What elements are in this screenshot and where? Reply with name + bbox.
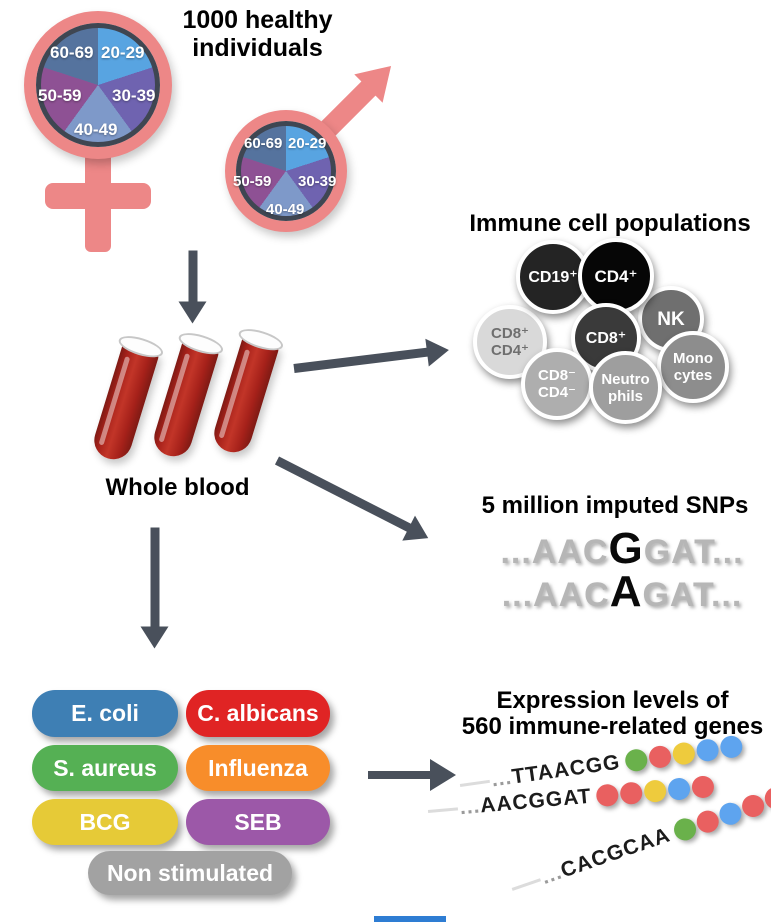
stimulus-calbicans: C. albicans	[186, 690, 330, 737]
snp-sequence-2: ...AACAGAT...	[452, 567, 771, 617]
stimulus-label: SEB	[234, 808, 282, 835]
male-pie-label-60-69: 60-69	[244, 135, 283, 152]
stimulus-label: BCG	[79, 808, 131, 835]
bottom-scrollbar-thumb[interactable]	[374, 916, 446, 922]
cell-circle-cd8neg-cd4neg: CD8⁻ CD4⁻	[521, 348, 593, 420]
stimulus-label: S. aureus	[53, 754, 157, 781]
male-symbol-ring	[225, 110, 347, 232]
immune-cells-heading: Immune cell populations	[469, 210, 751, 237]
male-pie-label-40-49: 40-49	[266, 201, 305, 218]
expression-dot	[623, 747, 649, 773]
expression-dot	[647, 744, 673, 770]
cell-circle-monocytes: Mono cytes	[657, 331, 729, 403]
expression-dot	[671, 741, 697, 767]
cell-label: CD8⁻ CD4⁻	[538, 367, 576, 401]
snp-seq1-prefix: ...AAC	[500, 533, 609, 571]
female-pie-label-30-39: 30-39	[112, 86, 156, 105]
female-symbol-crossbar	[45, 183, 151, 209]
expression-dot	[693, 807, 722, 836]
strand-line	[459, 779, 490, 787]
female-pie-label-50-59: 50-59	[38, 86, 82, 105]
arrow-blood-to-stimuli	[141, 527, 169, 649]
expression-dot	[643, 779, 668, 804]
stimulus-nonstimulated: Non stimulated	[88, 851, 292, 895]
cell-label: CD19⁺	[528, 268, 578, 286]
stimulus-seb: SEB	[186, 799, 330, 845]
cell-label: CD8⁺	[585, 329, 627, 347]
snp-sequence-1: ...AACGGAT...	[452, 524, 771, 574]
cell-label: CD4⁺	[594, 266, 638, 286]
figure-title-line1: 1000 healthy	[182, 6, 333, 34]
strand-prefix: ...	[458, 794, 482, 820]
whole-blood-label: Whole blood	[105, 474, 250, 501]
cell-circle-neutrophils: Neutro phils	[589, 351, 662, 424]
arrow-individuals-to-blood	[179, 250, 207, 324]
male-age-pie	[236, 121, 336, 221]
arrow-blood-to-snps	[274, 456, 435, 551]
stimulus-label: Non stimulated	[106, 859, 274, 886]
arrow-stimuli-to-expression	[368, 758, 456, 791]
strand-line	[427, 806, 459, 813]
expression-dot	[716, 799, 745, 828]
cell-label: NK	[657, 308, 685, 330]
cell-label: Neutro phils	[601, 370, 650, 405]
snp-seq2-variant: A	[609, 567, 643, 616]
expression-dot	[670, 815, 699, 844]
stimulus-label: C. albicans	[197, 700, 319, 726]
female-pie-label-40-49: 40-49	[74, 120, 118, 139]
expression-dot	[694, 737, 720, 763]
female-symbol-ring	[24, 11, 172, 159]
arrow-blood-to-cells	[293, 335, 451, 373]
figure-title-line2: individuals	[192, 34, 323, 62]
female-pie-label-20-29: 20-29	[101, 43, 145, 62]
cell-circle-cd4: CD4⁺	[578, 238, 654, 314]
expression-dot	[619, 781, 644, 806]
stimulus-bcg: BCG	[32, 799, 178, 845]
male-pie-label-50-59: 50-59	[233, 173, 272, 190]
expression-dot	[718, 734, 744, 760]
stimulus-saureus: S. aureus	[32, 745, 178, 791]
male-symbol-arrow	[318, 51, 406, 139]
male-pie-label-30-39: 30-39	[298, 173, 337, 190]
expression-dot	[595, 783, 620, 808]
expression-heading-line1: Expression levels of	[496, 687, 729, 714]
stimulus-label: E. coli	[71, 700, 139, 726]
stimulus-influenza: Influenza	[186, 745, 330, 791]
snp-seq2-suffix: GAT...	[642, 576, 743, 614]
cell-label: Mono cytes	[673, 350, 713, 384]
stimulus-ecoli: E. coli	[32, 690, 178, 737]
expression-dot	[667, 777, 692, 801]
cell-label: CD8⁺ CD4⁺	[491, 325, 529, 359]
snp-seq2-prefix: ...AAC	[501, 576, 610, 614]
female-pie-label-60-69: 60-69	[50, 43, 94, 62]
male-pie-label-20-29: 20-29	[288, 135, 327, 152]
female-age-pie	[36, 23, 160, 147]
strand-line	[511, 877, 541, 891]
expression-heading-line2: 560 immune-related genes	[461, 713, 764, 740]
snp-seq1-variant: G	[608, 524, 644, 573]
stimulus-label: Influenza	[208, 754, 308, 781]
expression-dot	[691, 775, 715, 799]
expression-dot	[738, 792, 767, 821]
strand-sequence: CACGCAA	[557, 823, 674, 883]
snp-seq1-suffix: GAT...	[643, 533, 744, 571]
snps-heading: 5 million imputed SNPs	[481, 492, 749, 519]
